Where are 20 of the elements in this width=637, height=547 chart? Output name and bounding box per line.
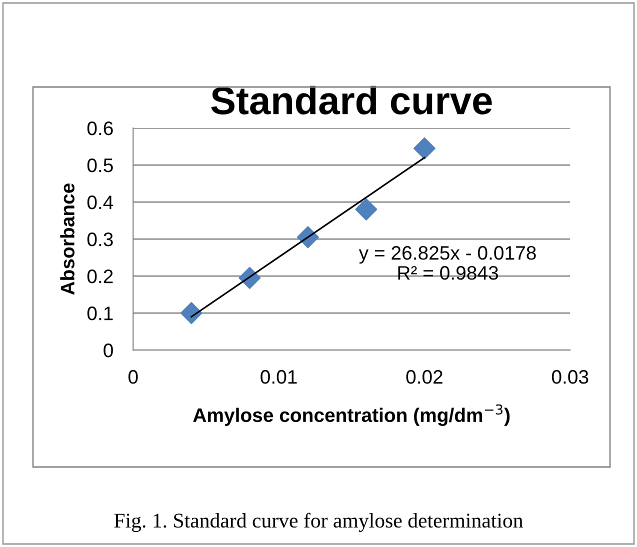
point <box>413 137 436 160</box>
point <box>355 198 378 220</box>
annotation: y = 26.825x - 0.0178 <box>358 246 536 264</box>
x-tick-label: 0.01 <box>260 370 297 384</box>
y-tick-label: 0.1 <box>87 306 113 320</box>
x-tick-label: 0.03 <box>552 370 588 384</box>
x-tick-label: 0 <box>128 370 138 384</box>
y-tick-label: 0.5 <box>87 158 113 172</box>
point <box>180 302 202 324</box>
y-axis-title: Absorbance <box>60 184 74 295</box>
x-tick-label: 0.02 <box>406 370 442 384</box>
y-tick-label: 0.3 <box>87 232 113 246</box>
y-tick-label: 0.4 <box>87 195 114 210</box>
y-tick-label: 0.2 <box>87 270 113 284</box>
y-tick-label: 0.6 <box>87 121 113 136</box>
chart-title: Standard curve <box>211 86 492 114</box>
annotation: R² = 0.9843 <box>398 266 498 280</box>
y-tick-label: 0 <box>104 344 113 358</box>
caption: Fig. 1. Standard curve for amylose determination <box>114 512 523 532</box>
x-axis-title: Amylose concentration (mg/dm$^{−3}$) <box>193 404 510 426</box>
